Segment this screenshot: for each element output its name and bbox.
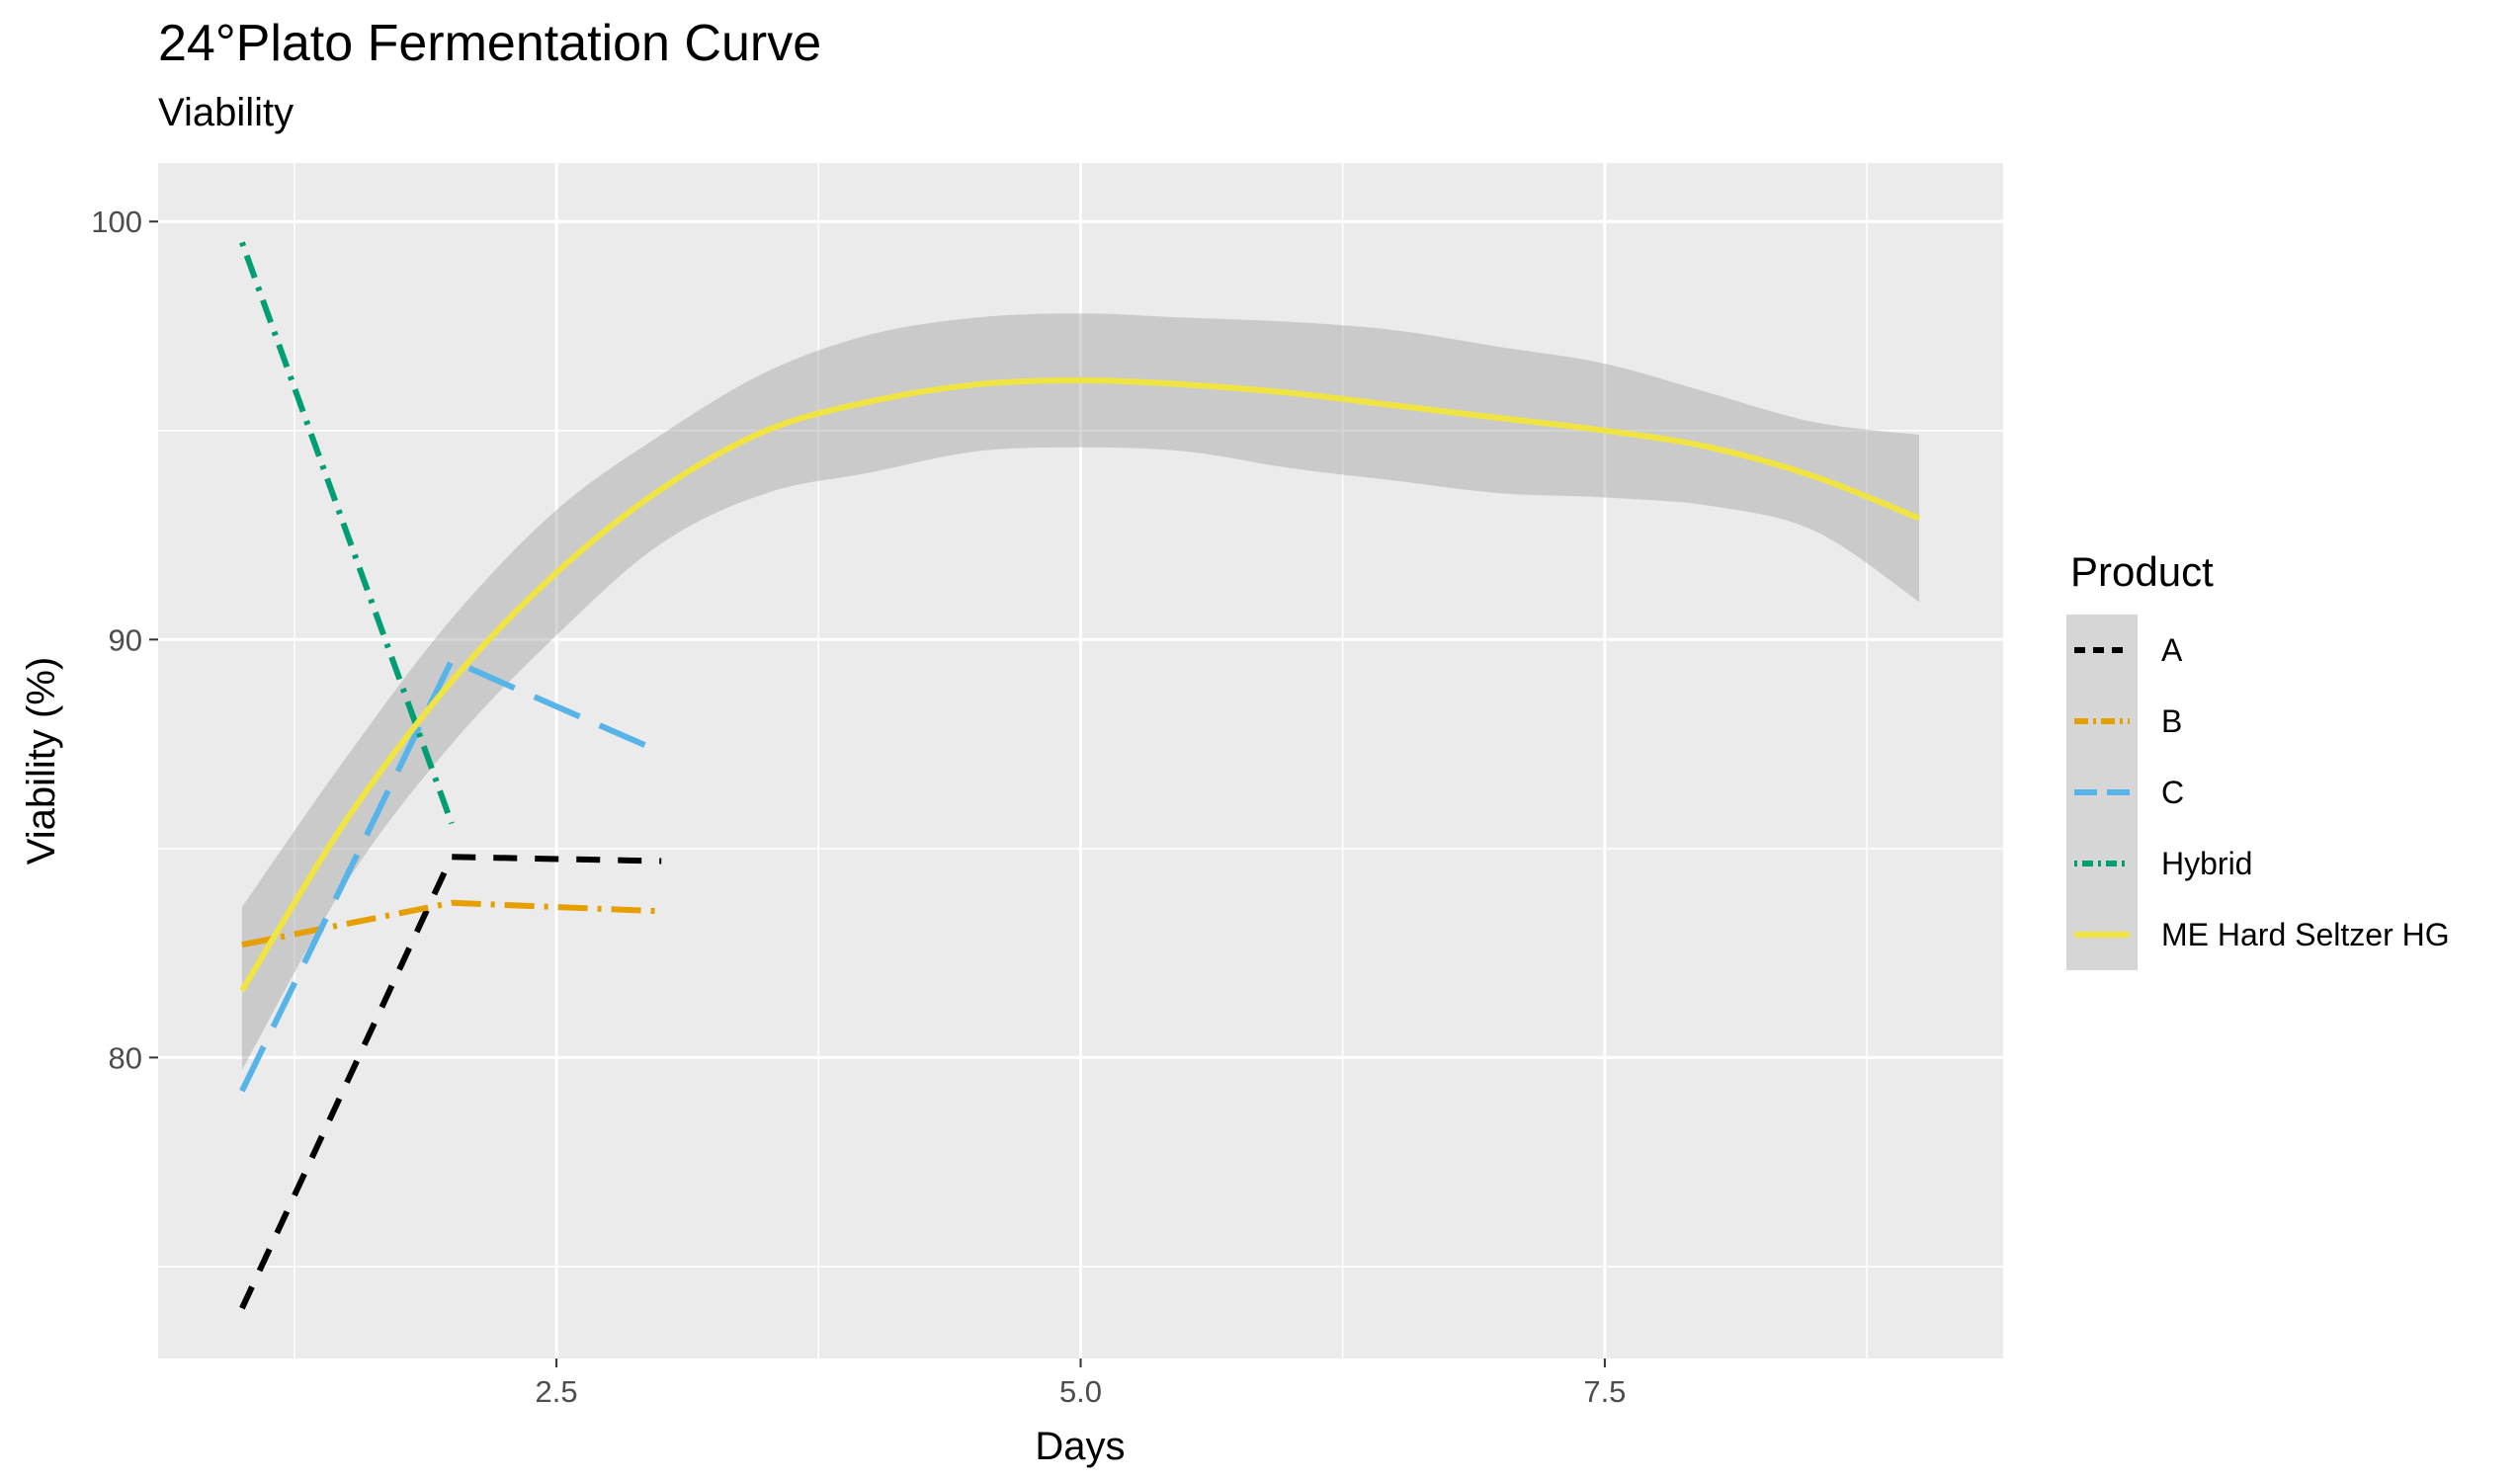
y-tick-label: 80 — [109, 1040, 142, 1075]
series-line-b — [241, 899, 662, 948]
legend-label: B — [2161, 703, 2182, 739]
confidence-ribbons — [241, 313, 1920, 1071]
series-line-a — [239, 854, 662, 1310]
series-line-c — [239, 657, 663, 1093]
series-lines — [239, 241, 1921, 1310]
x-tick-label: 2.5 — [536, 1374, 578, 1409]
chart-title: 24°Plato Fermentation Curve — [158, 15, 822, 72]
series-line-me-hard-seltzer-hg — [239, 377, 1921, 993]
ribbon-me-hard-seltzer-hg — [241, 313, 1920, 1071]
legend-label: A — [2161, 632, 2183, 668]
series-line-hybrid — [239, 241, 455, 825]
grid-major — [158, 163, 2003, 1358]
legend: Product AB C Hybrid ME Hard Seltzer HG — [2066, 548, 2450, 970]
x-tick-label: 5.0 — [1059, 1374, 1102, 1409]
legend-label: ME Hard Seltzer HG — [2161, 917, 2450, 952]
x-tick-label: 7.5 — [1583, 1374, 1626, 1409]
axes: 2.5 5.0 7.5 80 90 100 — [91, 205, 1626, 1409]
legend-key-bg — [2066, 828, 2138, 899]
y-tick-label: 90 — [109, 622, 142, 657]
chart-subtitle: Viability — [158, 91, 294, 134]
x-axis-title: Days — [1035, 1425, 1125, 1468]
legend-label: C — [2161, 775, 2184, 810]
y-axis-title: Viability (%) — [20, 657, 63, 864]
legend-label: Hybrid — [2161, 846, 2252, 881]
y-tick-label: 100 — [91, 205, 142, 239]
legend-title: Product — [2070, 548, 2214, 595]
